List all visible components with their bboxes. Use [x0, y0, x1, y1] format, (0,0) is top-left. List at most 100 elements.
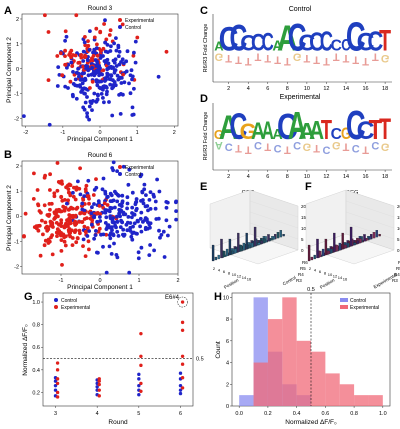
pca-point-experimental: [71, 194, 76, 199]
3d-bar: [310, 256, 314, 261]
pca-point-experimental: [36, 228, 41, 233]
x-tick-label: 4: [96, 411, 99, 417]
pca-point-control: [76, 66, 80, 71]
x-tick-label: 0.2: [264, 411, 272, 417]
position-tick-label: 6: [319, 269, 322, 274]
panel-h-bars: 0.5: [239, 287, 383, 406]
logo-letter-top: A: [272, 38, 282, 54]
panel-a-ticks: -2 -1 0 1 2 -2 -1 0 1 2: [14, 17, 176, 136]
hist-bar-experimental: [354, 395, 369, 406]
logo-letter-top: T: [321, 114, 332, 145]
3d-bar: [316, 238, 319, 259]
panel-d-ylabel: R6/R3 Fold Change: [203, 112, 209, 161]
pca-point-control: [127, 270, 132, 275]
3d-bar: [313, 254, 316, 260]
logo-letter-bottom: T: [284, 55, 291, 67]
logo-letter-bottom: T: [274, 53, 281, 65]
pca-point-experimental: [86, 43, 91, 48]
z-tick-label: 0: [301, 248, 304, 253]
pca-point-control: [85, 114, 90, 119]
pca-point-control: [92, 188, 97, 192]
pca-point-experimental: [46, 78, 51, 82]
pca-point-control: [152, 194, 156, 199]
pca-point-experimental: [104, 37, 109, 42]
pca-point-experimental: [94, 177, 98, 182]
3d-bar: [330, 248, 333, 254]
3d-bar: [338, 242, 342, 251]
pca-point-control: [110, 228, 114, 233]
logo-letter-top: G: [240, 119, 257, 144]
logo-letter-top: C: [346, 14, 366, 60]
pca-point-control: [90, 222, 94, 227]
panel-letter-c: C: [200, 5, 208, 17]
pca-point-control: [97, 73, 101, 78]
z-tick-label: 10: [397, 226, 400, 231]
round-point-control: [178, 388, 183, 392]
z-tick-label: 15: [397, 215, 400, 220]
x-tick-label: 16: [362, 86, 368, 92]
pca-point-experimental: [101, 46, 106, 51]
pca-point-experimental: [58, 209, 63, 214]
pca-point-control: [122, 234, 126, 238]
pca-point-control: [87, 229, 91, 233]
pca-point-experimental: [55, 54, 60, 58]
pca-point-control: [130, 190, 135, 195]
pca-point-control: [87, 117, 91, 122]
pca-point-control: [98, 219, 103, 223]
y-tick-label: 6: [226, 339, 229, 345]
logo-letter-top: A: [277, 18, 298, 58]
pca-point-experimental: [87, 201, 91, 206]
x-tick-label: 2: [176, 278, 179, 284]
round-point-control: [53, 383, 58, 388]
round-point-experimental: [180, 386, 185, 390]
pca-point-control: [114, 214, 119, 219]
y-tick-label: 0.6: [32, 345, 40, 351]
pca-point-control: [87, 104, 92, 109]
pca-point-experimental: [38, 253, 43, 258]
x-tick-label: -1: [60, 130, 65, 136]
pca-point-control: [77, 74, 81, 79]
3d-bar: [368, 236, 372, 240]
pca-point-experimental: [42, 203, 47, 208]
pca-point-control: [84, 64, 88, 68]
3d-bar: [375, 230, 379, 238]
logo-letter-top: A: [262, 116, 274, 144]
position-tick-label: 10: [232, 272, 237, 277]
hist-bar-experimental: [368, 395, 383, 406]
panel-h-legend-control: Control: [350, 298, 366, 304]
pca-point-experimental: [67, 232, 72, 237]
pca-point-control: [109, 252, 114, 256]
pca-point-experimental: [47, 239, 52, 244]
x-tick-label: 6: [266, 86, 269, 92]
3d-bar: [356, 240, 360, 244]
pca-point-control: [128, 221, 133, 225]
pca-point-experimental: [83, 53, 87, 58]
x-tick-label: 10: [304, 86, 310, 92]
pca-point-control: [109, 73, 113, 77]
pca-point-experimental: [55, 188, 60, 193]
pca-point-experimental: [54, 221, 59, 225]
x-tick-label: 18: [382, 86, 388, 92]
pca-point-control: [130, 77, 134, 82]
logo-letter-bottom: T: [245, 143, 252, 155]
round-point-experimental: [180, 354, 185, 358]
pca-point-control: [65, 65, 69, 70]
3d-bar: [251, 242, 254, 248]
y-tick-label: 2: [16, 17, 19, 23]
grid-line: [249, 222, 299, 240]
logo-letter-bottom: T: [313, 142, 320, 154]
pca-point-control: [95, 59, 99, 64]
pca-point-experimental: [49, 220, 54, 225]
pca-point-control: [101, 244, 105, 249]
logo-letter-bottom: C: [322, 143, 330, 155]
pca-point-control: [157, 228, 161, 233]
pca-point-control: [92, 236, 96, 241]
panel-g-legend-experimental: Experimental: [61, 305, 90, 311]
round-label: R3: [296, 278, 302, 283]
pca-point-experimental: [73, 219, 78, 224]
pca-point-control: [157, 189, 162, 194]
x-tick-label: 2: [227, 86, 230, 92]
pca-point-control: [81, 59, 86, 63]
pca-point-control: [112, 241, 116, 246]
panel-h: 0.5 0.0 0.2 0.4 0.6 0.8 1.0 0 2 4 6 8 10 Normalized…: [215, 287, 391, 426]
